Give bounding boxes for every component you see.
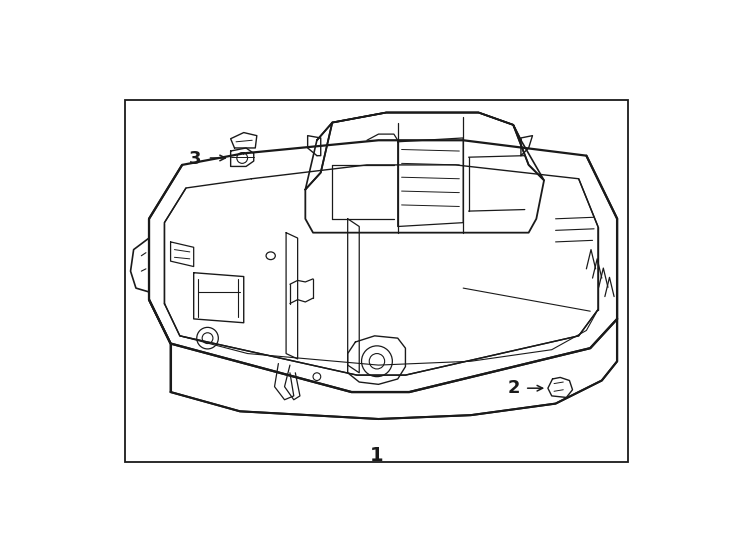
Text: 1: 1 [369, 447, 383, 465]
Bar [125, 100, 628, 462]
Text: 2: 2 [508, 379, 520, 397]
Text: 3: 3 [189, 150, 201, 168]
